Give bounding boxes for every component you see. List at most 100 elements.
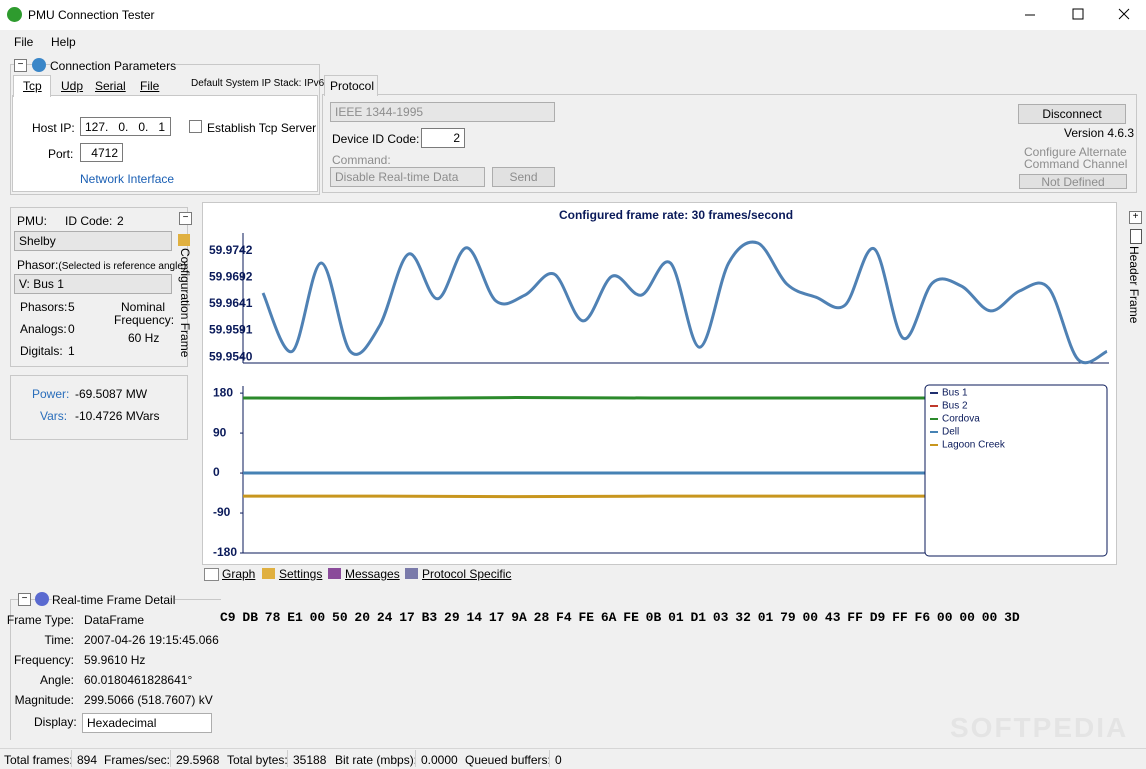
server-checkbox-label[interactable]: Establish Tcp Server <box>207 121 316 135</box>
id-code-label: ID Code: <box>65 214 112 228</box>
window-controls[interactable] <box>1010 0 1146 30</box>
phasor-label: Phasor:(Selected is reference angle) <box>17 258 186 272</box>
status-label: Queued buffers: <box>465 753 551 767</box>
legend-label: Dell <box>942 427 959 438</box>
separator <box>71 750 72 767</box>
status-value: 35188 <box>293 753 326 767</box>
y-tick-label: -180 <box>213 545 237 559</box>
collapse-button[interactable]: − <box>179 212 192 225</box>
status-bar <box>0 748 1146 769</box>
field-value: 299.5066 (518.7607) kV <box>84 693 213 707</box>
y-tick-label: 180 <box>213 385 233 399</box>
tab-udp[interactable]: Udp <box>61 79 83 93</box>
tab-icon <box>262 568 275 579</box>
menu-help[interactable]: Help <box>51 35 76 49</box>
status-label: Frames/sec: <box>104 753 170 767</box>
phasor-label: Phasor: <box>17 258 58 272</box>
status-value: 29.5968 <box>176 753 219 767</box>
alt-channel-label: Command Channel <box>1024 157 1127 171</box>
port-input[interactable]: 4712 <box>80 143 123 162</box>
collapse-button[interactable]: − <box>14 59 27 72</box>
protocol-dropdown[interactable]: IEEE 1344-1995 <box>330 102 555 122</box>
collapse-button[interactable]: − <box>18 593 31 606</box>
vars-value: -10.4726 MVars <box>75 409 160 423</box>
power-value: -69.5087 MW <box>75 387 147 401</box>
title-bar <box>0 0 1146 30</box>
checkbox[interactable] <box>189 120 202 133</box>
send-button[interactable]: Send <box>492 167 555 187</box>
status-label: Total bytes: <box>227 753 288 767</box>
field-label: Frequency: <box>14 653 74 667</box>
digitals: 1 <box>68 344 75 358</box>
header-frame-tab[interactable]: Header Frame <box>1127 246 1141 323</box>
phasor-note: (Selected is reference angle) <box>58 261 186 272</box>
detail-title: Real-time Frame Detail <box>52 593 175 607</box>
field-value: 2007-04-26 19:15:45.066 <box>84 633 219 647</box>
configuration-frame-tab[interactable]: Configuration Frame <box>178 248 192 357</box>
y-tick-label: 0 <box>213 465 220 479</box>
field-value: 59.9610 Hz <box>84 653 145 667</box>
header-icon <box>1130 229 1142 244</box>
messages-tab[interactable]: Messages <box>345 567 400 581</box>
ip-stack-label: Default System IP Stack: IPv6 <box>191 78 324 89</box>
tab-icon <box>204 568 219 581</box>
legend-label: Lagoon Creek <box>942 440 1006 451</box>
y-tick-label: 59.9742 <box>209 243 253 257</box>
separator <box>287 750 288 767</box>
nominal-label: Nominal <box>121 300 165 314</box>
window-title: PMU Connection Tester <box>28 8 155 22</box>
graph-tab[interactable]: Graph <box>222 567 255 581</box>
host-ip-input[interactable]: 127. 0. 0. 1 <box>80 117 171 136</box>
power-panel <box>10 375 188 440</box>
pmu-dropdown[interactable]: Shelby <box>14 231 172 251</box>
hex-frame: C9 DB 78 E1 00 50 20 24 17 B3 29 14 17 9… <box>220 610 1020 625</box>
legend-label: Bus 2 <box>942 401 968 412</box>
expand-button[interactable]: + <box>1129 211 1142 224</box>
network-link[interactable]: Network Interface <box>80 172 174 186</box>
tab-file[interactable]: File <box>140 79 159 93</box>
display-dropdown[interactable]: Hexadecimal <box>82 713 212 733</box>
y-tick-label: 59.9540 <box>209 349 253 363</box>
protocol-tab-label[interactable]: Protocol <box>330 79 374 93</box>
status-value: 0.0000 <box>421 753 458 767</box>
analogs-label: Analogs: <box>20 322 67 336</box>
field-label: Magnitude: <box>15 693 74 707</box>
pmu-label: PMU: <box>17 214 47 228</box>
y-tick-label: 59.9591 <box>209 323 253 337</box>
vars-label: Vars: <box>40 409 67 423</box>
y-tick-label: 59.9692 <box>209 269 253 283</box>
tab-tcp[interactable]: Tcp <box>23 79 42 93</box>
menu-file[interactable]: File <box>14 35 33 49</box>
tab-icon <box>328 568 341 579</box>
chart-title: Configured frame rate: 30 frames/second <box>559 208 793 222</box>
digitals-label: Digitals: <box>20 344 63 358</box>
field-label: Frame Type: <box>7 613 74 627</box>
app-icon <box>7 7 22 22</box>
tab-icon <box>405 568 418 579</box>
status-value: 0 <box>555 753 562 767</box>
id-code: 2 <box>117 214 124 228</box>
globe-icon <box>32 58 46 72</box>
separator <box>415 750 416 767</box>
device-id-label: Device ID Code: <box>332 132 419 146</box>
group-title: Connection Parameters <box>50 59 176 73</box>
chart-panel: Configured frame rate: 30 frames/second 5… <box>202 202 1117 565</box>
alt-channel-button[interactable]: Not Defined <box>1019 174 1127 189</box>
watermark: SOFTPEDIA <box>950 712 1128 744</box>
port-label: Port: <box>48 147 73 161</box>
settings-tab[interactable]: Settings <box>279 567 322 581</box>
protocol-specific-tab[interactable]: Protocol Specific <box>422 567 511 581</box>
command-dropdown[interactable]: Disable Real-time Data <box>330 167 485 187</box>
tab-serial[interactable]: Serial <box>95 79 126 93</box>
legend-label: Bus 1 <box>942 388 968 399</box>
y-tick-label: 59.9641 <box>209 296 253 310</box>
disconnect-button[interactable]: Disconnect <box>1018 104 1126 124</box>
field-value: 60.0180461828641° <box>84 673 192 687</box>
config-icon <box>178 234 190 246</box>
nominal-frequency: 60 Hz <box>128 331 159 345</box>
separator <box>549 750 550 767</box>
phasors-label: Phasors: <box>20 300 67 314</box>
device-id-input[interactable]: 2 <box>421 128 465 148</box>
phasor-dropdown[interactable]: V: Bus 1 <box>14 274 172 294</box>
